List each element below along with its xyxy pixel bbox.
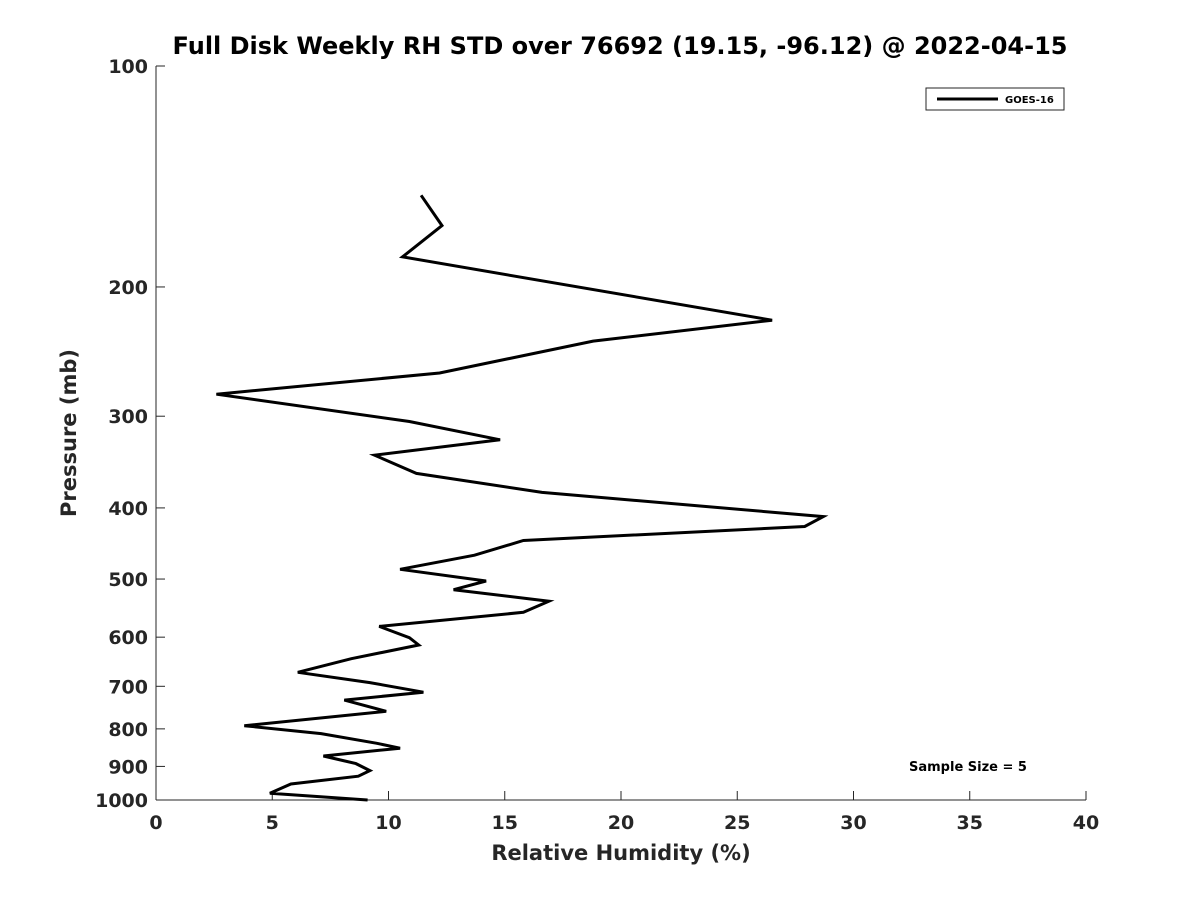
sample-size-annotation: Sample Size = 5 xyxy=(909,760,1027,775)
y-axis-ticks: 100 200 300 400 500 600 700 800 900 1000 xyxy=(95,56,165,812)
y-tick-label: 1000 xyxy=(95,790,148,812)
legend-label: GOES-16 xyxy=(1005,95,1054,106)
x-tick-label: 30 xyxy=(840,812,866,834)
y-tick-label: 900 xyxy=(108,756,148,778)
y-tick-label: 800 xyxy=(108,719,148,741)
y-tick-label: 100 xyxy=(108,56,148,78)
x-tick-label: 20 xyxy=(608,812,634,834)
x-tick-label: 15 xyxy=(492,812,518,834)
y-tick-label: 300 xyxy=(108,406,148,428)
x-tick-label: 0 xyxy=(149,812,162,834)
legend: GOES-16 xyxy=(925,87,1065,111)
x-tick-label: 35 xyxy=(957,812,983,834)
y-axis-label: Pressure (mb) xyxy=(57,349,81,517)
x-axis-label: Relative Humidity (%) xyxy=(491,841,750,865)
chart-title: Full Disk Weekly RH STD over 76692 (19.1… xyxy=(173,32,1068,60)
x-tick-label: 10 xyxy=(375,812,401,834)
x-tick-label: 40 xyxy=(1073,812,1099,834)
y-tick-label: 400 xyxy=(108,498,148,520)
series-layer xyxy=(216,194,829,802)
axes xyxy=(155,66,1086,801)
x-tick-label: 25 xyxy=(724,812,750,834)
y-tick-label: 700 xyxy=(108,676,148,698)
y-tick-label: 500 xyxy=(108,569,148,591)
y-tick-label: 600 xyxy=(108,627,148,649)
x-tick-label: 5 xyxy=(266,812,279,834)
x-axis-ticks: 0 5 10 15 20 25 30 35 40 xyxy=(149,791,1099,834)
series-line-goes-16 xyxy=(216,194,829,802)
y-tick-label: 200 xyxy=(108,277,148,299)
